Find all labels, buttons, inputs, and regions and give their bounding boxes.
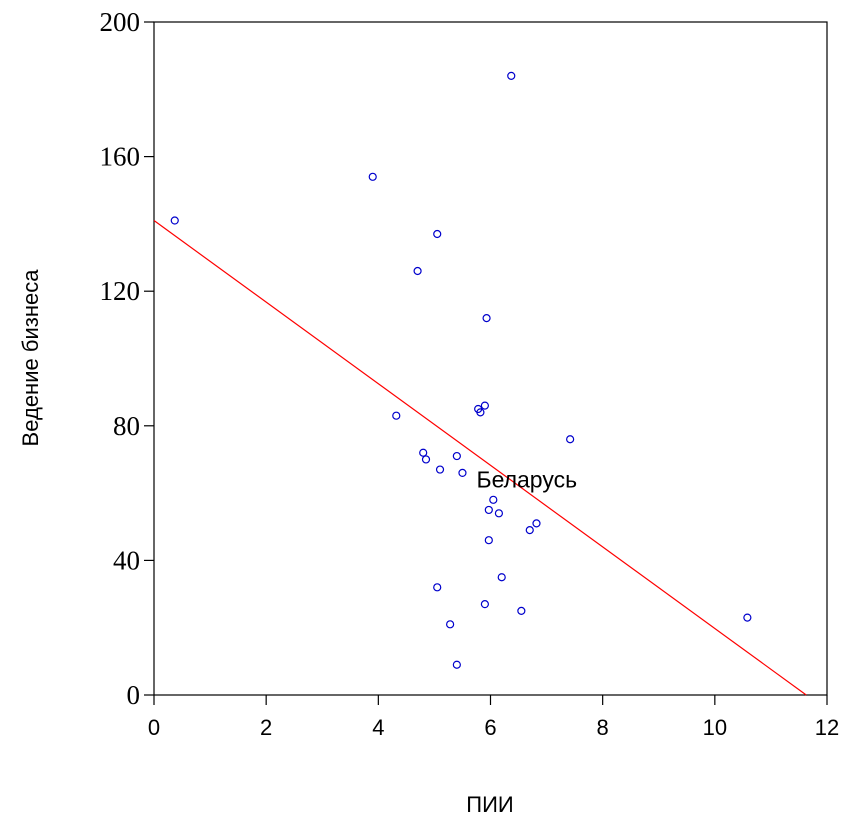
data-point <box>485 537 492 544</box>
regression-line <box>154 221 806 695</box>
data-point <box>393 412 400 419</box>
data-point <box>498 574 505 581</box>
data-point <box>434 584 441 591</box>
data-point <box>533 520 540 527</box>
data-point <box>414 268 421 275</box>
x-axis: 0 2 4 6 8 10 12 <box>148 695 839 740</box>
data-point <box>437 466 444 473</box>
x-tick-label: 4 <box>372 715 384 740</box>
data-point <box>483 315 490 322</box>
data-point <box>369 173 376 180</box>
data-point <box>459 469 466 476</box>
x-tick-label: 6 <box>484 715 496 740</box>
data-point <box>526 527 533 534</box>
y-tick-label: 40 <box>113 545 140 575</box>
x-tick-label: 8 <box>597 715 609 740</box>
x-tick-label: 10 <box>703 715 727 740</box>
y-tick-label: 120 <box>100 276 141 306</box>
annotations: Беларусь <box>476 467 577 493</box>
plot-frame <box>154 22 827 695</box>
data-point <box>485 506 492 513</box>
data-point <box>518 607 525 614</box>
y-tick-label: 0 <box>127 680 141 710</box>
data-point <box>420 449 427 456</box>
data-point <box>567 436 574 443</box>
data-point <box>423 456 430 463</box>
y-axis: 0 40 80 120 160 200 <box>100 7 155 710</box>
point-annotation: Беларусь <box>476 467 577 493</box>
x-tick-label: 2 <box>260 715 272 740</box>
data-point <box>453 661 460 668</box>
data-point <box>481 402 488 409</box>
data-point <box>490 496 497 503</box>
data-point <box>481 601 488 608</box>
data-point <box>744 614 751 621</box>
y-tick-label: 160 <box>100 142 141 172</box>
x-axis-label: ПИИ <box>466 792 513 817</box>
data-point <box>447 621 454 628</box>
data-point <box>171 217 178 224</box>
data-point <box>453 453 460 460</box>
data-point <box>434 230 441 237</box>
data-point <box>495 510 502 517</box>
y-tick-label: 200 <box>100 7 141 37</box>
x-tick-label: 12 <box>815 715 839 740</box>
x-tick-label: 0 <box>148 715 160 740</box>
data-point <box>508 72 515 79</box>
data-points <box>171 72 751 668</box>
y-axis-label: Ведение бизнеса <box>18 269 43 447</box>
y-tick-label: 80 <box>113 411 140 441</box>
